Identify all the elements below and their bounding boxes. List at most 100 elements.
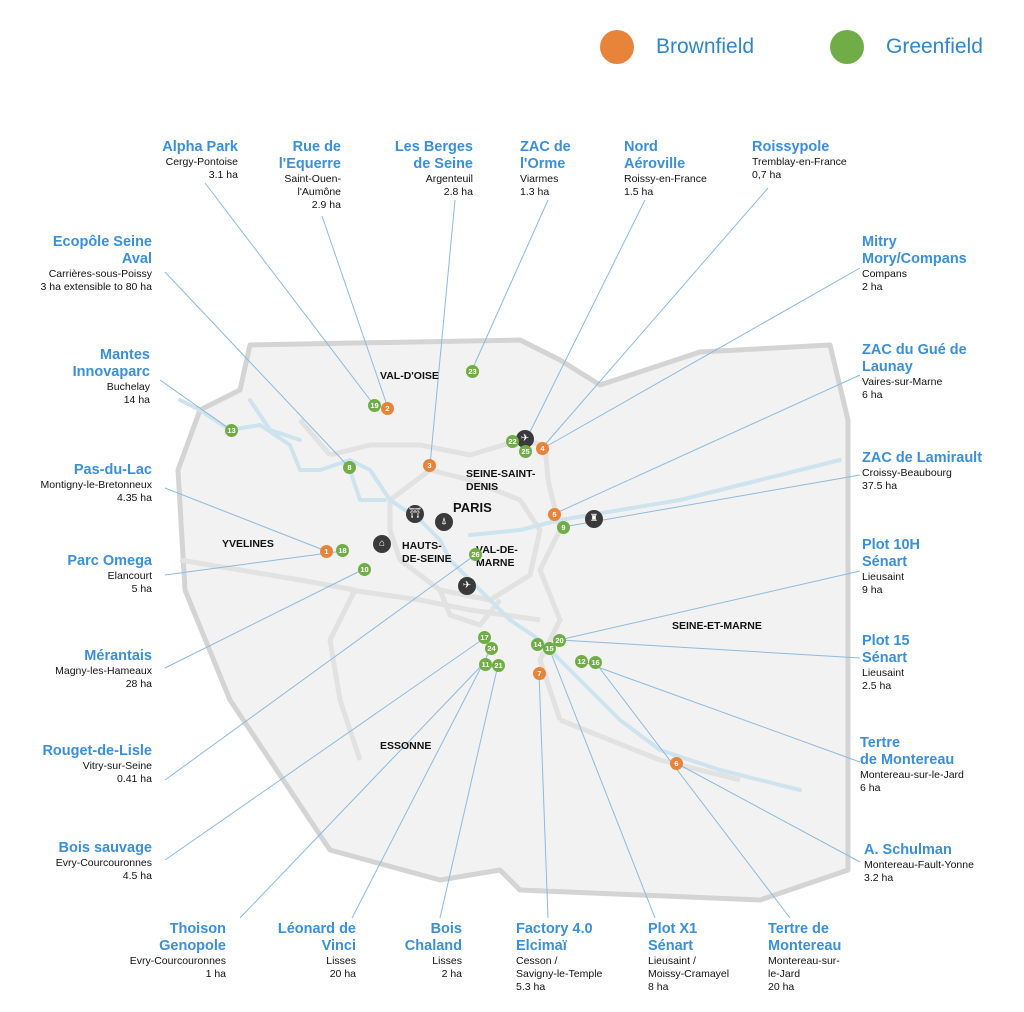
site-name: Plot 15 Sénart	[862, 633, 910, 666]
palace-icon: ⌂	[373, 535, 391, 553]
site-area: 3.2 ha	[864, 872, 894, 884]
site-marker[interactable]: 13	[225, 424, 238, 437]
legend-label: Brownfield	[656, 35, 755, 58]
site-name: A. Schulman	[864, 842, 952, 858]
leader-line	[164, 550, 344, 576]
site-location: Carrières-sous-Poissy	[48, 268, 152, 280]
leader-line	[539, 267, 861, 451]
site-marker[interactable]: 19	[368, 399, 381, 412]
leader-line	[558, 570, 861, 641]
site-location: Cesson / Savigny-le-Temple	[516, 955, 603, 980]
site-area: 6 ha	[862, 389, 883, 401]
site-area: 14 ha	[123, 394, 150, 406]
site-location: Lisses	[326, 955, 356, 967]
site-name: ZAC de l'Orme	[520, 139, 571, 172]
site-label-gue-launay: ZAC du Gué de Launay Vaires-sur-Marne 6 ha	[862, 342, 1024, 402]
site-marker[interactable]: 21	[492, 659, 505, 672]
site-marker[interactable]: 23	[466, 365, 479, 378]
site-area: 5 ha	[131, 583, 152, 595]
arc-de-triomphe-icon: ⛩	[406, 505, 424, 523]
site-name: Roissypole	[752, 139, 830, 155]
site-marker[interactable]: 25	[519, 445, 532, 458]
site-marker[interactable]: 12	[575, 655, 588, 668]
airport-south-icon: ✈	[458, 577, 476, 595]
site-location: Vaires-sur-Marne	[862, 376, 943, 388]
leader-line	[548, 647, 656, 919]
site-label-zac-orme: ZAC de l'Orme Viarmes 1.3 ha	[520, 139, 698, 199]
site-label-merantais: Mérantais Magny-les-Hameaux 28 ha	[0, 648, 152, 691]
site-label-plot-15: Plot 15 Sénart Lieusaint 2.5 ha	[862, 633, 1024, 693]
site-marker[interactable]: 3	[423, 459, 436, 472]
site-area: 0.41 ha	[116, 773, 152, 785]
site-marker[interactable]: 1	[320, 545, 333, 558]
leader-line	[594, 661, 791, 919]
site-location: Cergy-Pontoise	[165, 156, 238, 168]
site-area: 8 ha	[648, 981, 669, 993]
region-hauts-de-seine: HAUTS- DE-SEINE	[402, 540, 452, 565]
site-location: Croissy-Beaubourg	[862, 467, 952, 479]
site-location: Tremblay-en-France	[752, 156, 847, 168]
site-marker[interactable]: 10	[358, 563, 371, 576]
site-marker[interactable]: 17	[478, 631, 491, 644]
site-location: Magny-les-Hameaux	[55, 665, 152, 677]
site-marker[interactable]: 8	[343, 461, 356, 474]
site-marker[interactable]: 7	[533, 667, 546, 680]
leader-line	[164, 636, 487, 861]
site-area: 0,7 ha	[752, 169, 782, 181]
site-label-rouget: Rouget-de-Lisle Vitry-sur-Seine 0.41 ha	[0, 743, 152, 786]
site-label-factory: Factory 4.0 Elcimaï Cesson / Savigny-le-T…	[516, 921, 694, 994]
site-marker[interactable]: 9	[557, 521, 570, 534]
site-label-ecopole: Ecopôle Seine Aval Carrières-sous-Poissy 3…	[0, 234, 152, 294]
region-seine-saint-denis: SEINE-SAINT- DENIS	[466, 468, 536, 493]
site-area: 37.5 ha	[862, 480, 898, 492]
site-area: 1.3 ha	[520, 186, 550, 198]
site-name: Nord Aéroville	[624, 139, 686, 172]
leader-line	[159, 379, 232, 431]
eiffel-tower-icon: ⍋	[435, 513, 453, 531]
leader-line	[559, 639, 861, 659]
site-label-bois-sauvage: Bois sauvage Evry-Courcouronnes 4.5 ha	[0, 840, 152, 883]
site-marker[interactable]: 4	[536, 442, 549, 455]
greenfield-dot-icon	[830, 30, 864, 64]
site-marker[interactable]: 16	[589, 656, 602, 669]
site-marker[interactable]: 20	[553, 634, 566, 647]
site-marker[interactable]: 18	[336, 544, 349, 557]
site-marker[interactable]: 14	[531, 638, 544, 651]
leader-line	[580, 660, 861, 763]
leader-line	[538, 672, 549, 919]
site-marker[interactable]: 5	[548, 508, 561, 521]
site-label-bois-chaland: Bois Chaland Lisses 2 ha	[284, 921, 462, 981]
site-name: Tertre de Montereau	[860, 735, 955, 768]
leader-line	[204, 182, 375, 406]
site-name: Plot 10H Sénart	[862, 537, 921, 570]
site-marker[interactable]: 11	[479, 658, 492, 671]
site-label-mitry: Mitry Mory/Compans Compans 2 ha	[862, 234, 1024, 294]
leader-line	[164, 568, 365, 669]
site-location: Montigny-le-Bretonneux	[40, 479, 152, 491]
brownfield-dot-icon	[600, 30, 634, 64]
leader-line	[553, 374, 861, 515]
site-area: 1 ha	[205, 968, 226, 980]
site-name: Factory 4.0 Elcimaï	[516, 921, 593, 954]
site-marker[interactable]: 24	[485, 642, 498, 655]
site-area: 20 ha	[329, 968, 356, 980]
site-label-nord-aeroville: Nord Aéroville Roissy-en-France 1.5 ha	[624, 139, 802, 199]
site-area: 5.3 ha	[516, 981, 546, 993]
leader-line	[321, 215, 389, 409]
site-location: Elancourt	[107, 570, 152, 582]
site-marker[interactable]: 26	[469, 548, 482, 561]
leader-line	[164, 554, 476, 781]
site-location: Buchelay	[106, 381, 150, 393]
site-location: Argenteuil	[425, 173, 473, 185]
site-label-mantes: Mantes Innovaparc Buchelay 14 ha	[0, 347, 150, 407]
site-label-plot-10h: Plot 10H Sénart Lieusaint 9 ha	[862, 537, 1024, 597]
site-marker[interactable]: 2	[381, 402, 394, 415]
site-location: Montereau-sur- le-Jard	[768, 955, 840, 980]
legend-label: Greenfield	[886, 35, 983, 58]
site-marker[interactable]: 22	[506, 435, 519, 448]
site-label-alpha-park: Alpha Park Cergy-Pontoise 3.1 ha	[60, 139, 238, 182]
site-name: Plot X1 Sénart	[648, 921, 698, 954]
leader-line	[541, 187, 769, 449]
site-marker[interactable]: 15	[543, 642, 556, 655]
site-marker[interactable]: 6	[670, 757, 683, 770]
